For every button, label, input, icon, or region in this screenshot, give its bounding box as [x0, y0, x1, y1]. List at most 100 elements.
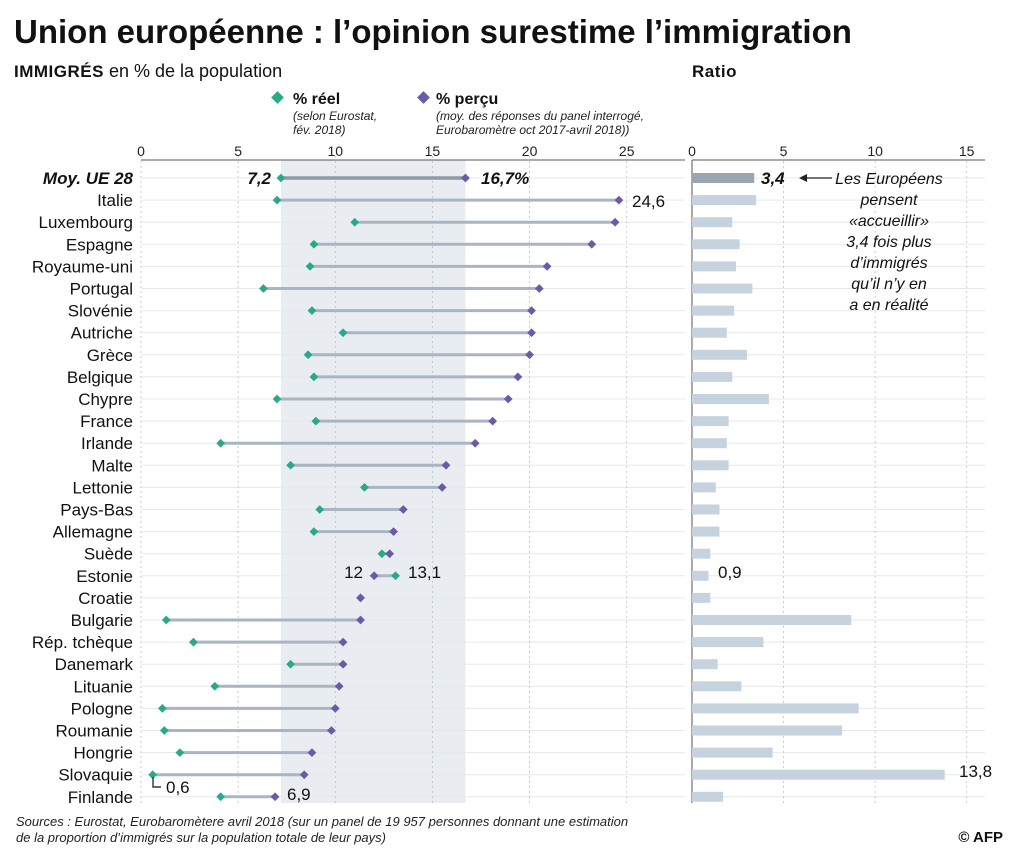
perceived-marker	[488, 416, 498, 426]
real-marker	[259, 284, 268, 293]
perceived-marker	[437, 483, 447, 492]
ratio-bar	[692, 703, 859, 714]
annotation-arrow-head	[799, 174, 807, 182]
perceived-marker	[525, 350, 534, 360]
legend-perceived-note2: Eurobaromètre oct 2017-avril 2018))	[436, 123, 629, 137]
ratio-bar	[692, 504, 720, 515]
perceived-marker	[389, 527, 398, 536]
x-tick-label: 10	[327, 143, 343, 159]
real-marker	[216, 792, 226, 802]
ratio-tick-label: 10	[867, 143, 883, 159]
perceived-marker	[338, 659, 348, 669]
estonie-perceived-label: 12	[344, 563, 363, 582]
ratio-bar	[692, 261, 736, 272]
ratio-bar	[692, 791, 724, 802]
category-label: Suède	[84, 545, 133, 564]
credit: © AFP	[958, 829, 1003, 846]
average-band	[280, 160, 466, 803]
real-marker	[272, 394, 282, 404]
real-marker	[309, 527, 319, 536]
ratio-bar	[692, 438, 727, 449]
ratio-bar	[692, 349, 747, 360]
real-marker	[303, 350, 313, 360]
value-labels: 7,2 16,7% 24,6 12 13,1 0,6 6,9 3,4 0,9 1…	[152, 169, 992, 804]
category-label: Lettonie	[73, 478, 134, 497]
category-label: Roumanie	[56, 722, 134, 741]
perceived-marker	[270, 792, 280, 802]
ratio-bar	[692, 195, 757, 206]
perceived-marker	[503, 394, 513, 404]
ratio-bar	[692, 769, 945, 780]
real-marker	[377, 549, 387, 559]
real-marker	[272, 195, 282, 205]
category-label: Royaume-uni	[32, 257, 133, 276]
real-marker	[305, 262, 315, 271]
ratio-bar	[692, 239, 740, 250]
x-tick-label: 20	[522, 143, 538, 159]
real-marker	[286, 460, 295, 470]
real-marker	[157, 704, 167, 713]
category-label: Bulgarie	[71, 611, 133, 630]
italie-perceived-label: 24,6	[632, 192, 665, 211]
real-marker	[175, 748, 185, 757]
annotation-line-5: d’immigrés	[850, 255, 927, 272]
avg-perceived-label: 16,7%	[481, 169, 529, 188]
slovaquie-leader-line	[152, 777, 161, 788]
x-tick-label: 5	[234, 143, 242, 159]
real-marker	[315, 505, 325, 514]
perceived-marker	[470, 438, 480, 448]
real-marker	[338, 328, 348, 338]
perceived-marker	[534, 284, 544, 293]
perceived-marker	[334, 681, 344, 691]
source-line-2: de la proportion d’immigrés sur la popul…	[16, 830, 386, 845]
ratio-bar	[692, 548, 711, 559]
category-label: Luxembourg	[38, 213, 133, 232]
real-marker	[391, 571, 400, 581]
perceived-marker	[327, 726, 336, 735]
ratio-bar	[692, 305, 735, 316]
category-label: Italie	[97, 191, 133, 210]
perceived-marker	[614, 195, 624, 205]
chart-title: Union européenne : l’opinion surestime l…	[14, 13, 852, 50]
category-label: Rép. tchèque	[32, 633, 133, 652]
avg-real-label: 7,2	[247, 169, 271, 188]
ratio-bar	[692, 637, 764, 648]
category-label: Lituanie	[73, 677, 133, 696]
category-label: France	[80, 412, 133, 431]
legend-perceived-label: % perçu	[436, 91, 498, 108]
category-label: Espagne	[66, 235, 133, 254]
category-label: Belgique	[67, 368, 133, 387]
annotation-line-4: 3,4 fois plus	[846, 234, 931, 251]
ratio-tick-label: 15	[959, 143, 975, 159]
category-label: Croatie	[78, 589, 133, 608]
real-marker	[309, 372, 319, 382]
perceived-marker	[587, 239, 597, 249]
right-subtitle: Ratio	[692, 62, 737, 81]
ratio-bar	[692, 570, 709, 581]
x-tick-label: 25	[619, 143, 635, 159]
estonie-ratio-label: 0,9	[718, 563, 742, 582]
finlande-perceived-label: 6,9	[287, 785, 311, 804]
perceived-marker	[513, 372, 523, 382]
left-subtitle-bold: IMMIGRÉS	[14, 62, 104, 81]
annotation: Les Européens pensent «accueillir» 3,4 f…	[799, 171, 943, 314]
category-label: Allemagne	[53, 523, 133, 542]
legend: % réel (selon Eurostat, fév. 2018) % per…	[271, 91, 644, 137]
real-marker	[311, 416, 321, 426]
slovaquie-real-label: 0,6	[166, 778, 190, 797]
category-label: Grèce	[87, 346, 133, 365]
annotation-line-1: Les Européens	[835, 171, 943, 188]
category-label: Moy. UE 28	[43, 169, 134, 188]
real-marker	[360, 483, 369, 492]
chart-marks	[148, 173, 945, 802]
annotation-line-2: pensent	[860, 192, 918, 209]
category-label: Slovénie	[68, 302, 133, 321]
slovaquie-ratio-label: 13,8	[959, 762, 992, 781]
category-label: Finlande	[68, 788, 133, 807]
real-marker	[216, 438, 226, 448]
avg-ratio-label: 3,4	[761, 169, 785, 188]
perceived-marker	[527, 328, 536, 338]
category-label: Estonie	[76, 567, 133, 586]
perceived-marker	[307, 748, 317, 757]
